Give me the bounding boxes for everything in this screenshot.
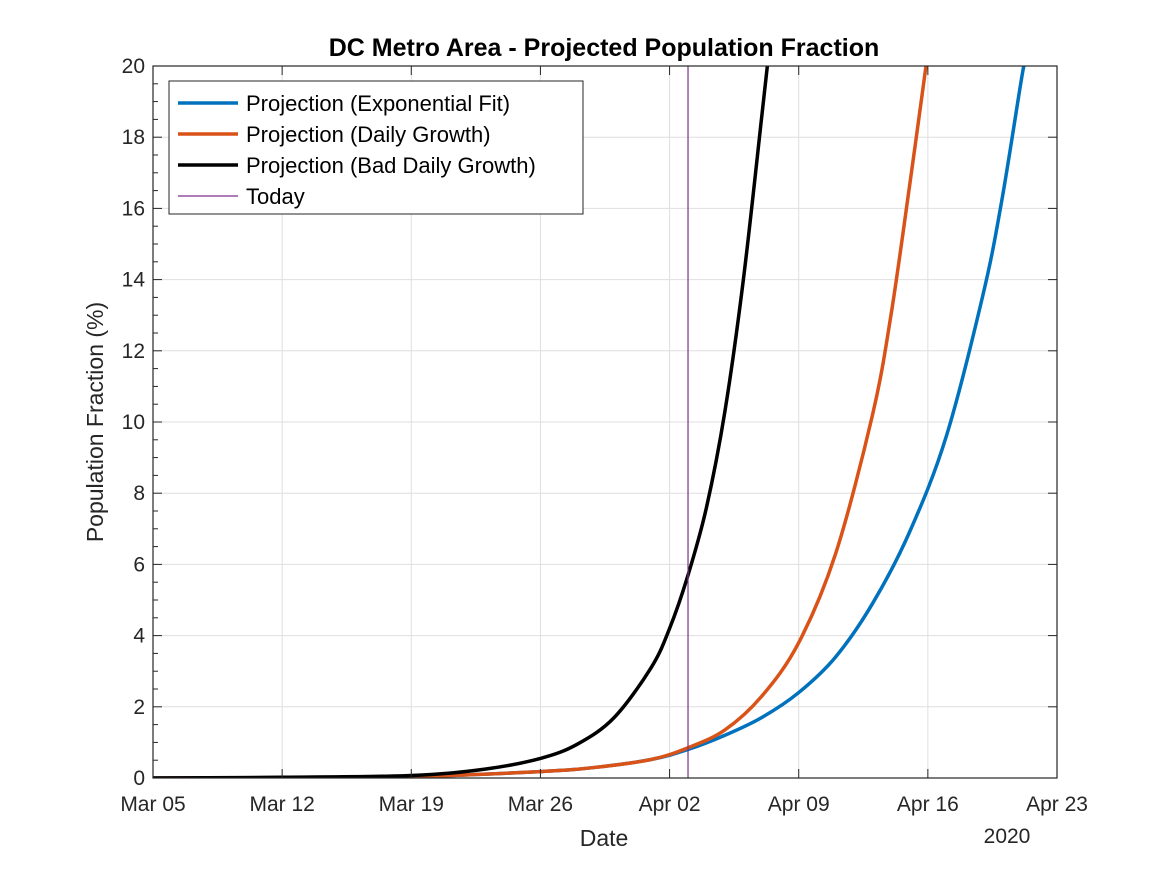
x-tick-label: Apr 02 — [639, 793, 701, 816]
series-line-3 — [153, 66, 770, 778]
y-tick-label: 18 — [122, 126, 145, 149]
x-tick-label: Apr 16 — [897, 793, 959, 816]
y-tick-label: 12 — [122, 340, 145, 363]
x-axis-ticks: Mar 05 Mar 12 Mar 19 Mar 26 Apr 02 Apr 09 Apr … — [120, 66, 1088, 816]
y-tick-label: 20 — [122, 55, 145, 78]
x-tick-label: Apr 09 — [768, 793, 830, 816]
x-tick-label: Mar 19 — [379, 793, 444, 816]
x-tick-label: Mar 12 — [249, 793, 314, 816]
y-axis-ticks: 0 2 4 6 8 10 12 14 16 18 20 — [122, 55, 1057, 790]
y-tick-label: 0 — [133, 767, 145, 790]
x-tick-label: Mar 26 — [508, 793, 573, 816]
x-axis-year-label: 2020 — [984, 825, 1031, 848]
x-axis-label: Date — [580, 825, 629, 851]
y-tick-label: 16 — [122, 197, 145, 220]
y-tick-label: 4 — [133, 625, 145, 648]
legend-label-2: Projection (Daily Growth) — [246, 122, 491, 147]
legend-label-1: Projection (Exponential Fit) — [246, 91, 510, 116]
x-tick-label: Apr 23 — [1026, 793, 1088, 816]
x-tick-label: Mar 05 — [120, 793, 185, 816]
y-tick-label: 6 — [133, 553, 145, 576]
chart-title: DC Metro Area - Projected Population Fra… — [329, 34, 880, 62]
y-tick-label: 8 — [133, 482, 145, 505]
legend: Projection (Exponential Fit) Projection (… — [168, 80, 584, 215]
legend-label-4: Today — [246, 184, 305, 209]
y-axis-label: Population Fraction (%) — [82, 302, 108, 542]
legend-label-3: Projection (Bad Daily Growth) — [246, 153, 536, 178]
y-tick-label: 10 — [122, 411, 145, 434]
y-tick-label: 14 — [122, 269, 146, 292]
y-tick-label: 2 — [133, 696, 145, 719]
